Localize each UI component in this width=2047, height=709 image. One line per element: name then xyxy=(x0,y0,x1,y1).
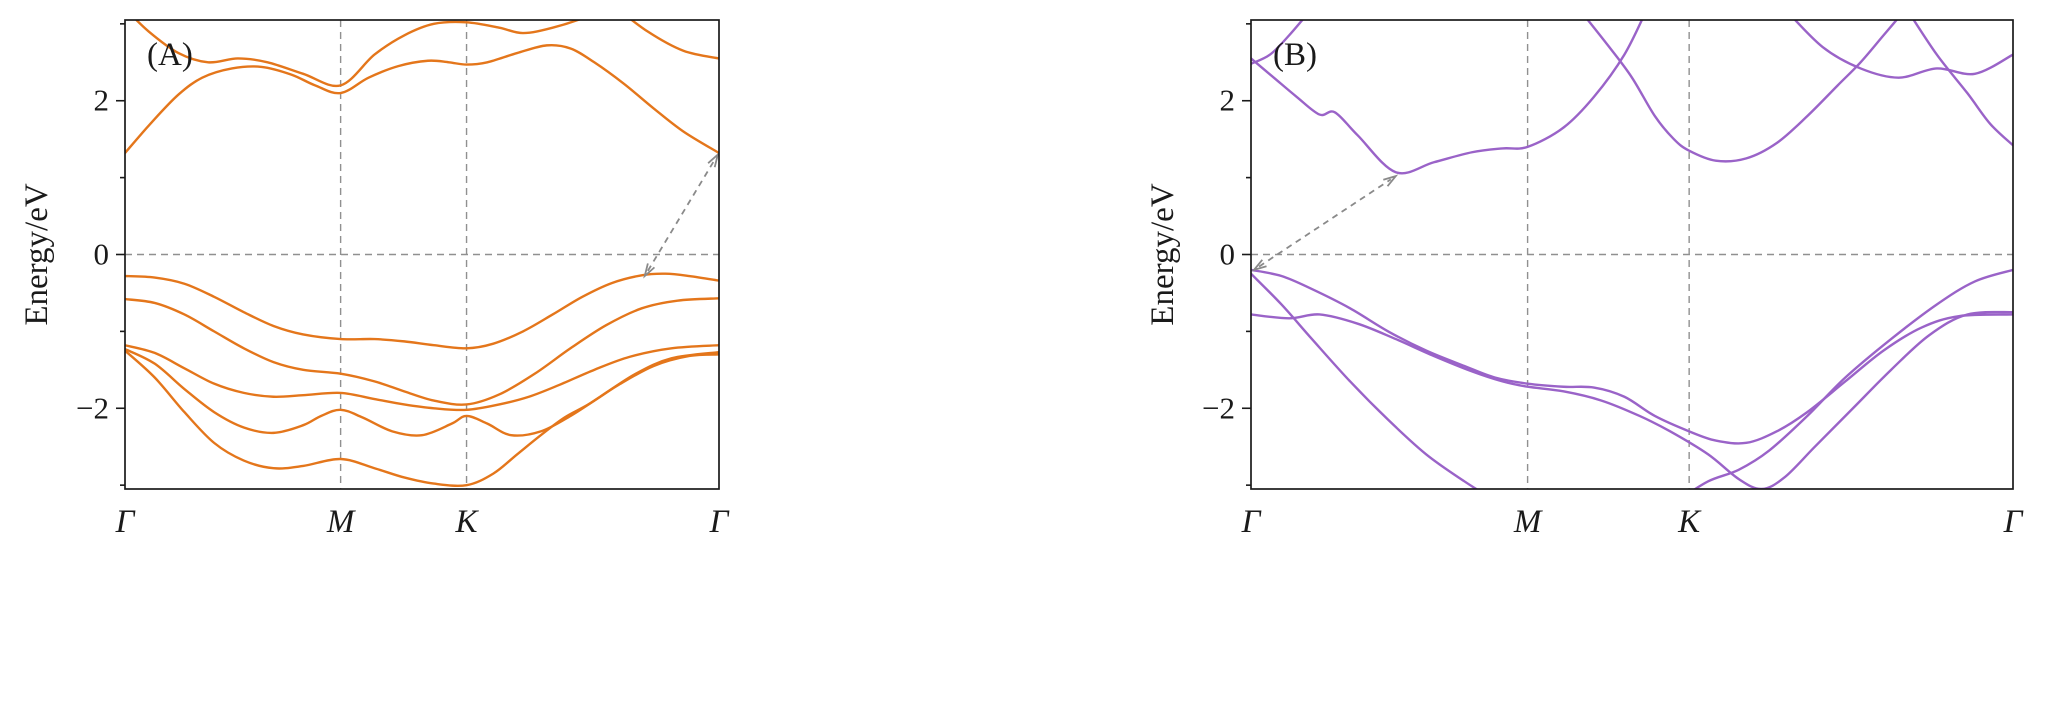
band-valence-2 xyxy=(125,297,719,406)
x-tick-label: Γ xyxy=(709,504,730,540)
band-structure-chart-b: −2 0 2 Γ M K Γ Energy/eV (B) xyxy=(1024,0,2047,709)
y-tick-label: 2 xyxy=(94,83,110,118)
x-tick-label: K xyxy=(1677,504,1702,540)
band-conduction-4 xyxy=(1793,20,2013,79)
band-valence-5 xyxy=(125,349,719,487)
band-gap-arrow xyxy=(1251,174,1399,272)
band-valence-4 xyxy=(125,347,719,437)
x-tick-label: K xyxy=(455,504,480,540)
x-tick-label: M xyxy=(1513,504,1543,540)
gridlines xyxy=(1251,20,2013,489)
y-axis-title: Energy/eV xyxy=(1145,183,1181,326)
band-curves xyxy=(1251,20,2013,489)
y-axis-ticks xyxy=(1242,23,1251,486)
y-tick-label: −2 xyxy=(1202,390,1235,425)
band-conduction-1 xyxy=(1251,20,1644,175)
band-conduction-5 xyxy=(1912,20,2013,147)
y-tick-label: 2 xyxy=(1220,83,1236,118)
y-tick-label: −2 xyxy=(76,390,109,425)
band-valence-4 xyxy=(1692,268,2013,489)
band-conduction-1 xyxy=(125,43,719,155)
band-curves xyxy=(125,20,719,487)
panel-label: (B) xyxy=(1273,37,1317,73)
arrowhead-icon xyxy=(643,263,656,279)
y-tick-label: 0 xyxy=(1220,237,1236,272)
band-structure-chart-a: −2 0 2 Γ M K Γ Energy/eV (A) xyxy=(19,19,730,540)
panel-label: (A) xyxy=(147,37,193,73)
band-valence-1 xyxy=(1251,268,2013,445)
y-axis-title: Energy/eV xyxy=(19,183,55,326)
band-valence-1 xyxy=(125,272,719,350)
band-conduction-3 xyxy=(1586,20,1899,163)
x-tick-label: Γ xyxy=(115,504,136,540)
band-valence-3 xyxy=(1251,310,2013,489)
band-conduction-2 xyxy=(134,20,582,88)
x-tick-label: Γ xyxy=(1241,504,1262,540)
arrowhead-icon xyxy=(707,151,720,168)
band-valence-3 xyxy=(125,344,719,412)
y-tick-label: 0 xyxy=(94,237,110,272)
x-tick-label: Γ xyxy=(2003,504,2024,540)
y-axis-ticks xyxy=(116,23,125,486)
arrowhead-icon xyxy=(1251,259,1267,272)
arrowhead-icon xyxy=(1383,174,1399,187)
x-tick-label: M xyxy=(326,504,356,540)
band-valence-2 xyxy=(1251,272,1479,489)
band-gap-arrow xyxy=(643,151,720,279)
band-conduction-3 xyxy=(629,20,719,60)
gridlines xyxy=(125,20,719,489)
